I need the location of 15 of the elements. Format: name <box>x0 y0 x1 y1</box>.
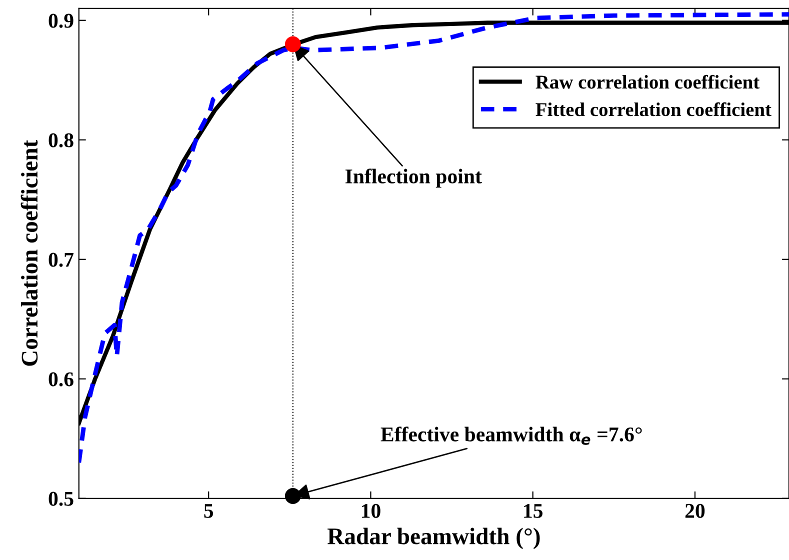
annotation: Inflection point <box>345 168 482 188</box>
x-tick-label: 10 <box>362 504 380 518</box>
legend-label: Fitted correlation coefficient <box>536 102 772 116</box>
y-axis-title: Correlation coefficient <box>20 140 38 366</box>
x-axis-title: Radar beamwidth (°) <box>328 528 540 550</box>
legend-label: Raw correlation coefficient <box>536 74 760 89</box>
y-tick-label: 0.9 <box>48 14 74 28</box>
y-tick-label: 0.7 <box>48 252 74 267</box>
y-tick-label: 0.5 <box>48 492 74 506</box>
annotation: Effective beamwidth α$_{e}$ =7.6° <box>380 426 642 445</box>
y-tick-label: 0.6 <box>48 372 74 386</box>
y-tick-label: 0.8 <box>48 133 74 148</box>
x-tick-label: 15 <box>524 504 542 518</box>
x-tick-label: 5 <box>204 504 214 518</box>
x-tick-label: 20 <box>685 504 705 518</box>
